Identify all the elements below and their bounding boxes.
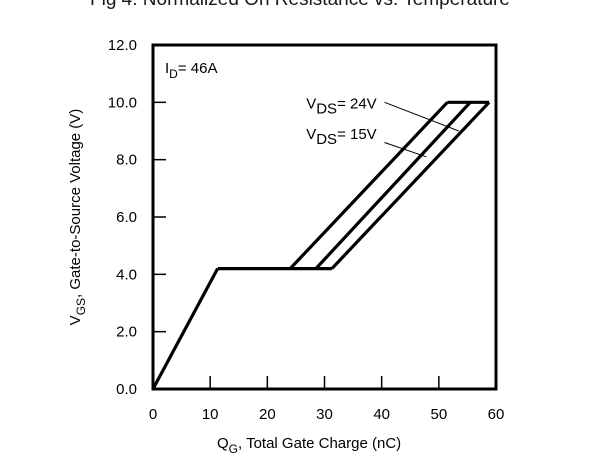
x-tick-label: 0	[149, 406, 157, 423]
y-tick-label: 8.0	[116, 152, 137, 169]
series-line	[289, 101, 449, 270]
series-line	[151, 267, 220, 390]
chart-title: Fig 4. Normalized On Resistance vs. Temp…	[90, 0, 510, 10]
y-tick-label: 4.0	[116, 266, 137, 283]
y-tick-label: 6.0	[116, 209, 137, 226]
series-group	[151, 100, 491, 390]
y-tick-label: 10.0	[108, 94, 137, 111]
x-tick-label: 10	[202, 406, 219, 423]
x-tick-label: 60	[488, 406, 505, 423]
y-tick-label: 12.0	[108, 37, 137, 54]
annotation-leader	[384, 141, 427, 158]
y-tick-label: 2.0	[116, 324, 137, 341]
x-tick-label: 30	[316, 406, 333, 423]
x-axis-label: QG, Total Gate Charge (nC)	[217, 435, 401, 456]
series-line	[330, 101, 491, 270]
condition-label: ID= 46A	[165, 60, 217, 81]
series-line	[314, 101, 472, 270]
plot-frame	[151, 43, 498, 391]
tick-labels-group: 0.0 2.0 4.0 6.0 8.0 10.0 12.0 0 10 20 30 40 50 60	[108, 37, 505, 423]
vds-24v-label: VDS= 24V	[306, 95, 376, 117]
ticks-group	[152, 44, 497, 390]
x-tick-label: 40	[373, 406, 390, 423]
x-tick-label: 20	[259, 406, 276, 423]
y-axis-label: VGS, Gate-to-Source Voltage (V)	[67, 109, 88, 326]
vds-15v-label: VDS= 15V	[306, 126, 376, 148]
x-tick-label: 50	[430, 406, 447, 423]
y-tick-label: 0.0	[116, 381, 137, 398]
